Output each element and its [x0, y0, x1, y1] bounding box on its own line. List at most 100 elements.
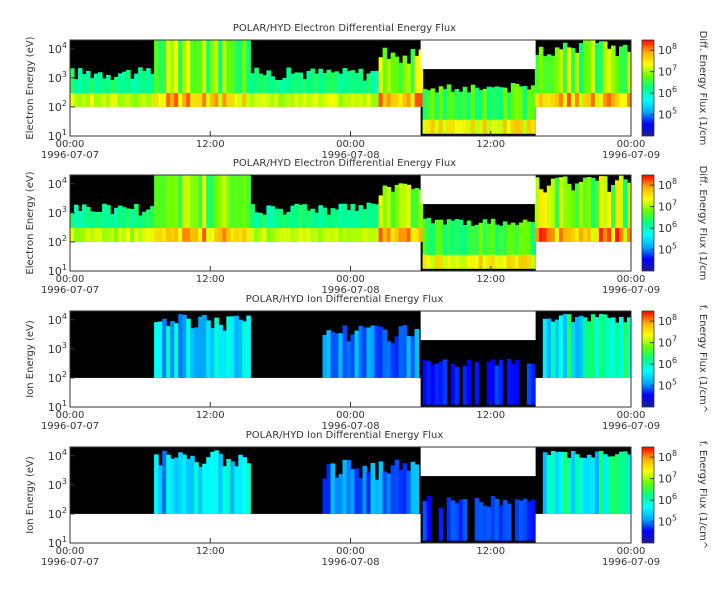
flux-band — [522, 254, 528, 269]
flux-column — [494, 86, 500, 134]
flux-band — [426, 254, 432, 269]
flux-band — [158, 93, 163, 107]
flux-column — [438, 219, 444, 269]
flux-band — [462, 254, 468, 269]
colorbar-tick-label: 105 — [658, 378, 677, 393]
flux-band — [623, 93, 628, 107]
flux-column — [350, 334, 356, 378]
flux-column — [298, 204, 303, 242]
flux-column — [326, 330, 332, 378]
flux-column — [494, 224, 500, 269]
flux-band — [470, 254, 476, 269]
flux-band — [370, 93, 376, 107]
flux-column — [226, 175, 231, 242]
flux-band — [586, 228, 592, 242]
flux-band — [146, 228, 151, 242]
flux-band — [186, 228, 191, 242]
flux-column — [174, 40, 179, 107]
flux-column — [438, 508, 444, 541]
flux-column — [550, 321, 556, 378]
flux-band — [366, 228, 372, 242]
flux-band — [562, 228, 568, 242]
flux-column — [190, 455, 195, 514]
flux-column — [334, 71, 340, 107]
flux-band — [338, 93, 344, 107]
y-tick-label: 103 — [48, 477, 67, 492]
flux-band — [126, 93, 131, 107]
flux-column — [198, 316, 203, 378]
flux-band — [582, 93, 588, 107]
flux-band — [318, 228, 323, 242]
flux-band — [202, 93, 207, 107]
flux-column — [310, 208, 315, 242]
flux-band — [619, 93, 624, 107]
flux-band — [170, 228, 175, 242]
flux-column — [322, 73, 328, 107]
flux-column — [478, 502, 484, 541]
flux-column — [538, 189, 544, 242]
flux-column — [590, 177, 596, 242]
colorbar-tick-label: 105 — [658, 514, 677, 529]
flux-column — [611, 317, 616, 378]
flux-column — [462, 225, 468, 269]
flux-column — [418, 189, 424, 242]
y-tick-label: 101 — [48, 535, 67, 550]
flux-band — [258, 228, 263, 242]
x-tick-time: 12:00 — [196, 139, 225, 150]
flux-column — [615, 56, 620, 107]
flux-band — [462, 119, 468, 134]
flux-band — [550, 228, 556, 242]
flux-band — [322, 93, 328, 107]
flux-band — [234, 93, 239, 107]
flux-band — [138, 228, 143, 242]
flux-column — [566, 314, 572, 378]
flux-column — [346, 460, 352, 514]
flux-column — [578, 181, 584, 242]
flux-column — [86, 70, 91, 107]
flux-band — [270, 93, 275, 107]
flux-column — [502, 87, 508, 134]
flux-column — [478, 222, 484, 269]
flux-column — [214, 175, 219, 242]
flux-column — [538, 46, 544, 107]
x-tick-time: 12:00 — [476, 139, 505, 150]
x-tick-time: 12:00 — [476, 410, 505, 421]
flux-column — [330, 332, 336, 378]
flux-column — [326, 69, 332, 107]
flux-band — [470, 119, 476, 134]
flux-band — [150, 228, 155, 242]
flux-band — [126, 228, 131, 242]
x-tick-time: 12:00 — [476, 274, 505, 285]
flux-column — [498, 359, 504, 405]
flux-band — [402, 93, 408, 107]
flux-band — [346, 228, 352, 242]
flux-band — [438, 254, 444, 269]
x-tick-time: 00:00 — [617, 274, 646, 285]
flux-column — [374, 325, 380, 378]
flux-band — [86, 228, 91, 242]
flux-band — [102, 93, 107, 107]
flux-column — [510, 364, 516, 405]
flux-band — [74, 228, 79, 242]
flux-column — [154, 175, 159, 242]
flux-band — [86, 93, 91, 107]
flux-band — [94, 228, 99, 242]
flux-column — [274, 208, 279, 242]
flux-band — [494, 254, 500, 269]
flux-column — [226, 316, 231, 378]
flux-band — [598, 93, 604, 107]
y-axis-label: Electron Energy (eV) — [25, 171, 36, 274]
flux-column — [410, 336, 416, 378]
flux-band — [254, 228, 259, 242]
x-tick-date: 1996-07-09 — [602, 421, 660, 432]
flux-band — [226, 228, 231, 242]
flux-column — [382, 47, 388, 107]
flux-column — [298, 72, 303, 107]
flux-column — [206, 175, 211, 242]
flux-column — [198, 40, 203, 107]
flux-column — [194, 462, 199, 514]
flux-column — [486, 86, 492, 134]
no-data-region — [70, 513, 421, 543]
flux-column — [330, 72, 336, 107]
flux-column — [330, 463, 336, 514]
